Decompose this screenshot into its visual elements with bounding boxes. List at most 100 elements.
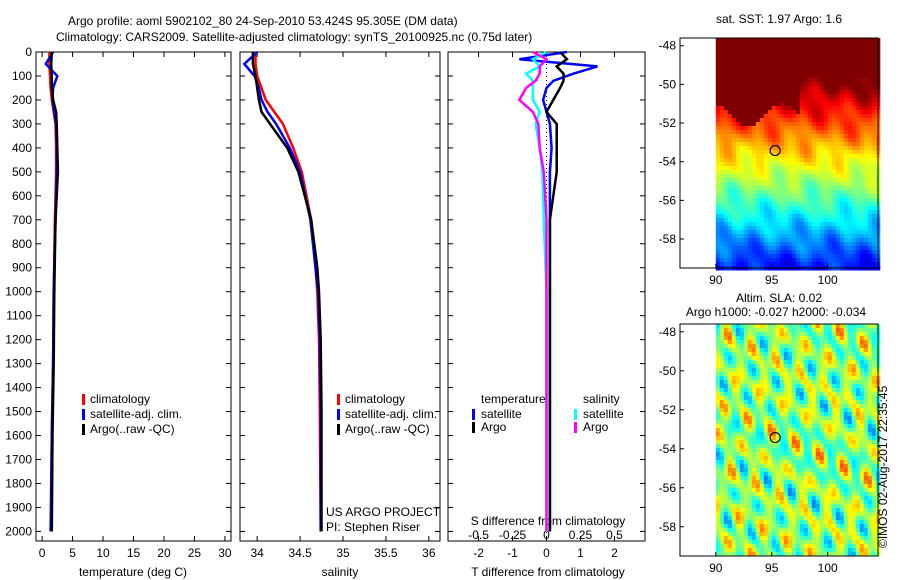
map-cell (715, 230, 721, 235)
map-cell (847, 222, 853, 227)
map-cell (827, 134, 833, 139)
map-cell (847, 166, 853, 171)
map-cell (851, 170, 857, 175)
map-cell (739, 150, 745, 155)
map-cell (771, 372, 777, 377)
map-cell (815, 492, 821, 497)
map-cell (727, 42, 733, 47)
map-cell (783, 98, 789, 103)
map-cell (719, 110, 725, 115)
map-cell (827, 500, 833, 505)
map-cell (739, 336, 745, 341)
map-cell (847, 142, 853, 147)
map-cell (751, 202, 757, 207)
map-cell (719, 146, 725, 151)
map-cell (719, 158, 725, 163)
map-cell (719, 448, 725, 453)
map-cell (867, 392, 873, 397)
map-cell (819, 202, 825, 207)
map-cell (755, 420, 761, 425)
map-cell (855, 392, 861, 397)
map-cell (867, 94, 873, 99)
map-cell (747, 202, 753, 207)
map-cell (835, 202, 841, 207)
map-cell (831, 404, 837, 409)
map-cell (831, 444, 837, 449)
map-cell (807, 484, 813, 489)
map-cell (871, 82, 877, 87)
map-cell (867, 58, 873, 63)
map-cell (811, 548, 817, 553)
map-cell (867, 436, 873, 441)
map-cell (751, 130, 757, 135)
map-cell (855, 242, 861, 247)
map-cell (847, 332, 853, 337)
map-cell (715, 524, 721, 529)
map-cell (771, 198, 777, 203)
map-cell (775, 110, 781, 115)
map-cell (827, 122, 833, 127)
map-cell (839, 348, 845, 353)
map-cell (863, 516, 869, 521)
x-tick-label: 25 (188, 546, 202, 560)
map-cell (775, 234, 781, 239)
map-cell (743, 174, 749, 179)
map-cell (835, 544, 841, 549)
map-cell (863, 532, 869, 537)
map-cell (803, 206, 809, 211)
map-cell (835, 86, 841, 91)
map-cell (715, 238, 721, 243)
map-cell (743, 54, 749, 59)
map-cell (743, 106, 749, 111)
map-cell (795, 424, 801, 429)
map-cell (739, 170, 745, 175)
map-cell (831, 102, 837, 107)
map-cell (811, 368, 817, 373)
map-cell (843, 516, 849, 521)
map-cell (819, 452, 825, 457)
map-cell (767, 110, 773, 115)
map-cell (727, 138, 733, 143)
map-cell (795, 412, 801, 417)
map-cell (791, 328, 797, 333)
map-cell (871, 476, 877, 481)
map-cell (771, 246, 777, 251)
map-cell (831, 504, 837, 509)
map-cell (751, 162, 757, 167)
map-cell (759, 452, 765, 457)
map-cell (783, 226, 789, 231)
map-cell (783, 416, 789, 421)
map-cell (863, 110, 869, 115)
map-cell (843, 70, 849, 75)
map-cell (839, 328, 845, 333)
map-cell (867, 384, 873, 389)
map-cell (731, 424, 737, 429)
map-cell (743, 472, 749, 477)
map-cell (747, 456, 753, 461)
map-cell (831, 106, 837, 111)
map-cell (799, 364, 805, 369)
map-cell (759, 202, 765, 207)
map-cell (803, 368, 809, 373)
map-cell (859, 440, 865, 445)
map-cell (867, 178, 873, 183)
map-cell (819, 62, 825, 67)
legend-swatch (337, 409, 340, 420)
map-cell (811, 492, 817, 497)
map-cell (831, 508, 837, 513)
map-cell (767, 392, 773, 397)
map-cell (771, 364, 777, 369)
map-cell (859, 234, 865, 239)
map-cell (775, 388, 781, 393)
map-cell (791, 400, 797, 405)
map-cell (807, 146, 813, 151)
map-cell (819, 78, 825, 83)
map-cell (791, 102, 797, 107)
map-cell (727, 106, 733, 111)
map-cell (839, 210, 845, 215)
map-cell (803, 66, 809, 71)
map-cell (835, 476, 841, 481)
map-cell (819, 42, 825, 47)
map-cell (863, 202, 869, 207)
map-cell (839, 384, 845, 389)
